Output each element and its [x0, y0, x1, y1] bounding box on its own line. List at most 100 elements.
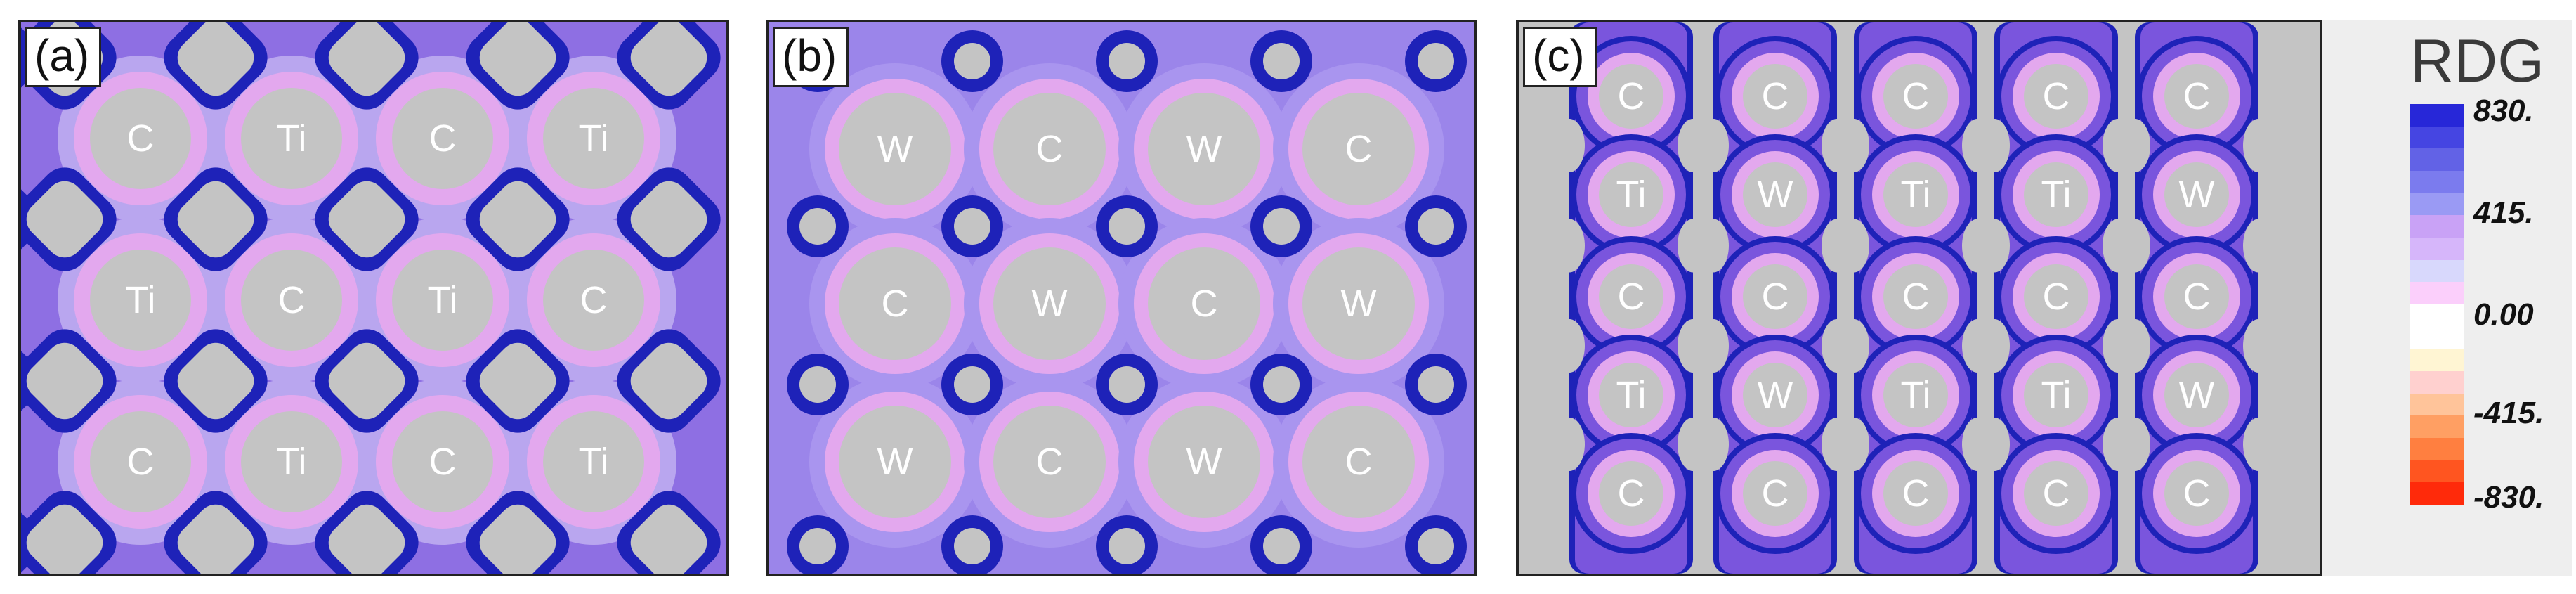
atom-core [90, 411, 191, 512]
atom-label-w: W [1757, 174, 1793, 216]
atom-label-w: W [877, 441, 913, 483]
void-ring-core [1109, 208, 1145, 245]
chain-waist [1698, 418, 1729, 471]
atom-core [392, 250, 493, 351]
atom-label-ti: Ti [1900, 174, 1931, 216]
legend-color-band [2410, 415, 2464, 438]
legend-color-band [2410, 237, 2464, 260]
atom-core [543, 250, 644, 351]
atom-core [90, 88, 191, 189]
atom-core [1599, 162, 1663, 227]
panel-label-c: (c) [1523, 27, 1597, 87]
atom-core [2164, 363, 2229, 427]
atom-label-ti: Ti [125, 279, 156, 321]
chain-waist [1838, 418, 1869, 471]
chain-waist [2119, 418, 2150, 471]
atom-core [1883, 162, 1948, 227]
atom-core [2024, 461, 2088, 526]
atom-label-ti: Ti [578, 441, 609, 483]
atom-label-ti: Ti [276, 441, 307, 483]
chain-waist [1838, 119, 1869, 172]
atom-label-c: C [1902, 276, 1930, 318]
legend-color-band [2410, 304, 2464, 327]
atom-core [1599, 363, 1663, 427]
void-ring-core [1418, 528, 1454, 564]
legend-color-band [2410, 193, 2464, 216]
chain-waist [1979, 418, 2010, 471]
atom-label-w: W [1186, 441, 1222, 483]
atom-core [2164, 264, 2229, 329]
atom-core [1302, 247, 1415, 360]
atom-core [1302, 406, 1415, 518]
atom-label-w: W [2178, 374, 2215, 416]
legend-color-band [2410, 349, 2464, 371]
atom-core [1883, 461, 1948, 526]
atom-label-ti: Ti [1616, 374, 1647, 416]
void-ring-core [954, 43, 990, 79]
legend-color-band [2410, 215, 2464, 238]
atom-core [543, 88, 644, 189]
atom-label-c: C [1617, 75, 1645, 117]
atom-label-ti: Ti [427, 279, 458, 321]
bond-void-core [479, 181, 556, 258]
atom-core [2164, 64, 2229, 129]
legend-color-band [2410, 393, 2464, 416]
bond-void-core [328, 181, 405, 258]
legend-color-band [2410, 370, 2464, 394]
atom-core [1599, 461, 1663, 526]
atom-label-w: W [2178, 174, 2215, 216]
atom-core [90, 250, 191, 351]
bond-void-core [177, 342, 254, 420]
chain-waist [1698, 119, 1729, 172]
bond-void-core [630, 342, 707, 420]
atom-core [1743, 162, 1807, 227]
chain-waist [1979, 319, 2010, 373]
atom-label-ti: Ti [2041, 174, 2072, 216]
contour-map-b [769, 22, 1474, 574]
void-ring-core [1109, 528, 1145, 564]
chain-waist [1554, 418, 1585, 471]
atom-label-c: C [1617, 276, 1645, 318]
atom-core [1743, 64, 1807, 129]
chain-waist [2243, 119, 2274, 172]
legend-color-band [2410, 460, 2464, 483]
bond-void-core [177, 504, 254, 574]
void-ring-core [954, 366, 990, 403]
legend-color-band [2410, 437, 2464, 460]
chain-waist [2243, 219, 2274, 273]
atom-core [1302, 93, 1415, 205]
void-ring-core [1109, 366, 1145, 403]
bond-void-core [479, 504, 556, 574]
bond-void-core [479, 342, 556, 420]
atom-core [392, 411, 493, 512]
atom-label-c: C [2183, 276, 2211, 318]
panel-a: (a) C Ti C Ti Ti C Ti C C Ti C Ti [18, 20, 729, 576]
void-ring-core [799, 528, 836, 564]
atom-core [1599, 264, 1663, 329]
bond-void-core [630, 504, 707, 574]
atom-core [2164, 162, 2229, 227]
atom-label-w: W [1186, 128, 1222, 170]
chain-waist [1979, 119, 2010, 172]
void-ring-core [1418, 43, 1454, 79]
void-ring-core [1418, 208, 1454, 245]
atom-core [1599, 64, 1663, 129]
chain-waist [2119, 119, 2150, 172]
atom-core [993, 93, 1106, 205]
void-ring-core [799, 366, 836, 403]
chain-waist [2243, 319, 2274, 373]
bond-void-core [630, 22, 707, 96]
atom-core [1883, 64, 1948, 129]
atom-label-ti: Ti [2041, 374, 2072, 416]
void-ring-core [1109, 43, 1145, 79]
chain-waist [1698, 319, 1729, 373]
atom-core [543, 411, 644, 512]
atom-label-w: W [1031, 283, 1068, 325]
atom-core [1743, 363, 1807, 427]
atom-core [1148, 93, 1260, 205]
atom-label-c: C [1035, 441, 1064, 483]
legend-tick-max: 830. [2473, 93, 2534, 128]
bond-void-core [177, 181, 254, 258]
atom-label-c: C [1761, 472, 1789, 515]
void-ring-core [954, 208, 990, 245]
